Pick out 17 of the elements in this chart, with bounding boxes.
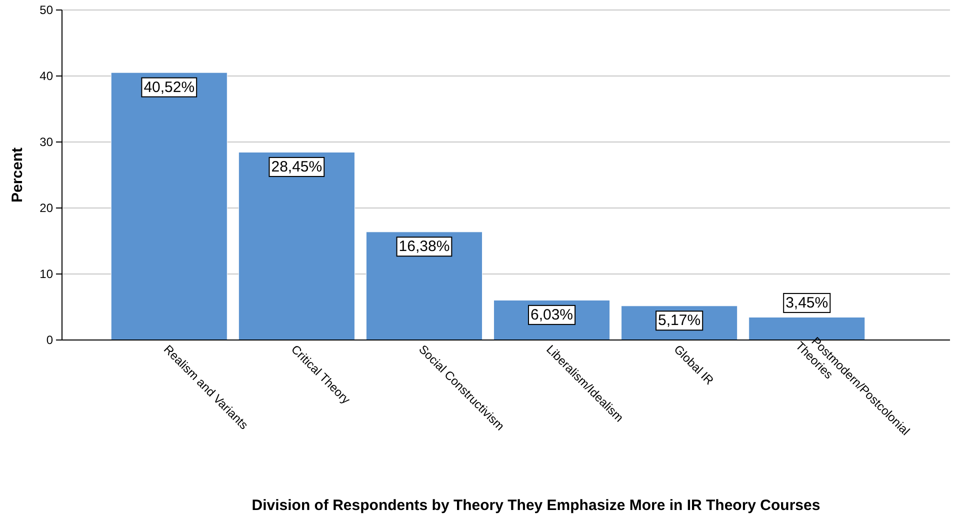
data-label: 28,45%: [271, 158, 322, 176]
data-label: 6,03%: [530, 306, 574, 324]
y-tick-label: 0: [46, 332, 54, 347]
y-tick-label: 30: [40, 134, 54, 149]
y-tick-label: 40: [40, 68, 54, 83]
y-tick-label: 10: [40, 266, 54, 281]
bar: [366, 232, 483, 340]
bar: [110, 72, 228, 340]
bar: [238, 152, 355, 340]
y-tick-label: 20: [40, 200, 54, 215]
data-label: 16,38%: [398, 238, 450, 256]
y-axis-title: Percent: [9, 147, 26, 203]
data-label: 40,52%: [144, 78, 195, 96]
data-label: 5,17%: [658, 312, 701, 330]
y-tick-label: 50: [40, 2, 54, 17]
x-axis-title: Division of Respondents by Theory They Emphasize More in IR Theory Courses: [252, 497, 820, 514]
data-label: 3,45%: [786, 294, 828, 312]
